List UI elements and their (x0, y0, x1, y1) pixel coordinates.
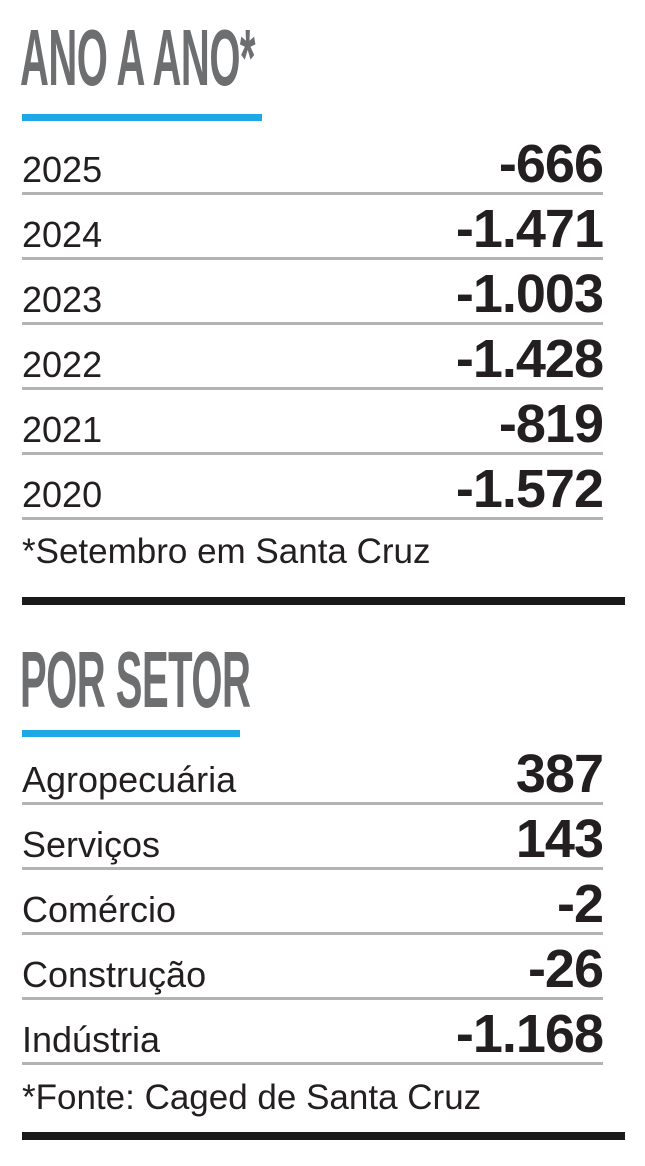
row-value: -1.168 (455, 1004, 604, 1064)
row-value: -1.471 (455, 199, 604, 259)
table-row: Serviços 143 (22, 805, 604, 870)
row-label: 2025 (22, 149, 103, 190)
table-row: 2024 -1.471 (22, 195, 604, 260)
table-row: 2020 -1.572 (22, 455, 604, 520)
row-label: Comércio (22, 889, 177, 930)
table-row: Agropecuária 387 (22, 740, 604, 805)
accent-bar (22, 730, 240, 737)
row-value: -1.572 (455, 459, 604, 519)
row-label: 2024 (22, 214, 103, 255)
table-row: 2025 -666 (22, 130, 604, 195)
accent-bar (22, 114, 262, 121)
row-label: 2022 (22, 344, 103, 385)
row-value: -819 (498, 394, 604, 454)
row-label: 2020 (22, 474, 103, 515)
row-value: -1.428 (455, 329, 604, 389)
section-title: ANO A ANO* (20, 13, 256, 102)
row-label: Construção (22, 954, 207, 995)
footnote: *Fonte: Caged de Santa Cruz (22, 1078, 482, 1117)
table-row: Construção -26 (22, 935, 604, 1000)
row-value: -2 (556, 874, 604, 934)
row-value: -26 (527, 939, 604, 999)
table-row: 2022 -1.428 (22, 325, 604, 390)
table-row: 2023 -1.003 (22, 260, 604, 325)
table-row: 2021 -819 (22, 390, 604, 455)
row-value: 143 (515, 809, 604, 869)
row-value: 387 (515, 744, 604, 804)
row-label: 2021 (22, 409, 103, 450)
table-row: Indústria -1.168 (22, 1000, 604, 1065)
section-title: POR SETOR (20, 635, 251, 724)
row-label: Agropecuária (22, 759, 237, 800)
row-label: Serviços (22, 824, 161, 865)
footnote: *Setembro em Santa Cruz (22, 532, 431, 571)
row-value: -666 (498, 134, 604, 194)
divider (22, 1132, 625, 1140)
row-label: Indústria (22, 1019, 161, 1060)
row-value: -1.003 (455, 264, 604, 324)
row-label: 2023 (22, 279, 103, 320)
table-row: Comércio -2 (22, 870, 604, 935)
divider (22, 597, 625, 605)
